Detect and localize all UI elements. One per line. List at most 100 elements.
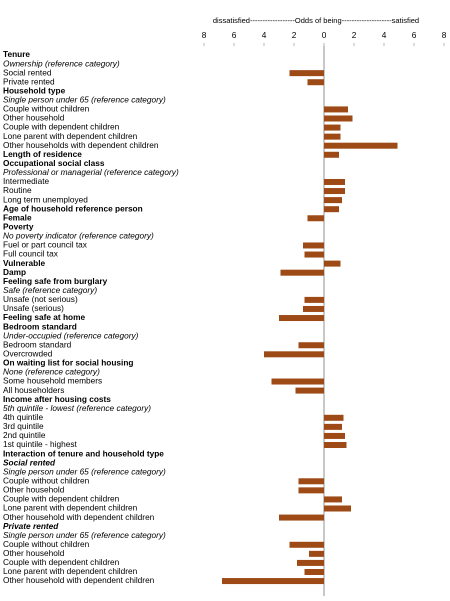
category-label: Length of residence	[3, 149, 82, 159]
category-label: Bedroom standard	[3, 321, 77, 331]
category-label: Couple with dependent children	[3, 557, 120, 567]
category-label: Couple without children	[3, 104, 90, 114]
category-label: Couple without children	[3, 539, 90, 549]
bar	[303, 242, 324, 249]
category-label: Vulnerable	[3, 258, 45, 268]
x-tick-label: 2	[292, 30, 297, 40]
bar	[222, 578, 324, 585]
bar	[324, 178, 345, 185]
x-tick-label: 4	[262, 30, 267, 40]
category-label: On waiting list for social housing	[3, 358, 133, 368]
x-tick-label: 2	[352, 30, 357, 40]
category-label: 3rd quintile	[3, 421, 44, 431]
category-label: Full council tax	[3, 249, 59, 259]
category-label: Social rented	[3, 457, 56, 467]
category-label: Overcrowded	[3, 348, 53, 358]
bar	[307, 79, 324, 86]
x-tick-label: 8	[202, 30, 207, 40]
category-label: Feeling safe from burglary	[3, 276, 108, 286]
category-label: None (reference category)	[3, 367, 100, 377]
bar	[307, 215, 324, 222]
category-label: Other household with dependent children	[3, 575, 155, 585]
category-label: Ownership (reference category)	[3, 58, 120, 68]
chart-title: dissatisfied------------------Odds of be…	[213, 16, 419, 25]
category-label: 1st quintile - highest	[3, 439, 77, 449]
category-label: Routine	[3, 185, 32, 195]
category-label: Safe (reference category)	[3, 285, 97, 295]
bar	[289, 541, 324, 548]
category-label: Private rented	[3, 521, 59, 531]
category-label: Tenure	[3, 49, 30, 59]
category-label: Other household with dependent children	[3, 512, 155, 522]
category-label: All householders	[3, 385, 64, 395]
x-tick-label: 0	[322, 30, 327, 40]
category-label: Fuel or part council tax	[3, 240, 88, 250]
bar	[279, 514, 324, 521]
category-label: Private rented	[3, 76, 55, 86]
category-label: Lone parent with dependent children	[3, 503, 138, 513]
bar	[309, 550, 324, 557]
category-label: Social rented	[3, 67, 52, 77]
x-tick-label: 6	[412, 30, 417, 40]
category-label: Couple with dependent children	[3, 494, 120, 504]
bar	[324, 124, 341, 131]
category-label: Unsafe (serious)	[3, 303, 64, 313]
bar	[324, 496, 342, 503]
category-label: Single person under 65 (reference catego…	[3, 95, 166, 105]
bar	[324, 151, 339, 158]
category-label: 2nd quintile	[3, 430, 46, 440]
x-tick-label: 6	[232, 30, 237, 40]
category-label: No poverty indicator (reference category…	[3, 231, 154, 241]
bar	[271, 378, 324, 385]
category-label: 5th quintile - lowest (reference categor…	[3, 403, 151, 413]
category-label: Age of household reference person	[3, 203, 143, 213]
bar	[324, 142, 398, 149]
bar	[280, 269, 324, 276]
bar	[324, 106, 348, 113]
category-label: Damp	[3, 267, 26, 277]
category-label: Other household	[3, 113, 65, 123]
category-label: Intermediate	[3, 176, 50, 186]
category-label: Other household	[3, 548, 65, 558]
bar	[324, 206, 339, 213]
category-label: Professional or managerial (reference ca…	[3, 167, 179, 177]
bar	[324, 432, 345, 439]
bar	[304, 568, 324, 575]
bar	[324, 133, 341, 140]
category-label: Occupational social class	[3, 158, 105, 168]
bar	[304, 251, 324, 258]
category-label: Poverty	[3, 222, 34, 232]
bar	[298, 342, 324, 349]
bar	[304, 296, 324, 303]
category-label: Single person under 65 (reference catego…	[3, 530, 166, 540]
category-label: Female	[3, 212, 32, 222]
category-label: Lone parent with dependent children	[3, 131, 138, 141]
bar	[324, 423, 342, 430]
category-label: Some household members	[3, 376, 102, 386]
bar	[324, 505, 351, 512]
bar	[279, 315, 324, 322]
category-label: Under-occupied (reference category)	[3, 330, 139, 340]
bar	[324, 115, 353, 122]
bar	[303, 305, 324, 312]
x-tick-label: 4	[382, 30, 387, 40]
category-label: Unsafe (not serious)	[3, 294, 78, 304]
bar	[289, 70, 324, 77]
bar	[264, 351, 324, 358]
category-label: 4th quintile	[3, 412, 44, 422]
category-label: Feeling safe at home	[3, 312, 85, 322]
category-label: Couple without children	[3, 475, 90, 485]
bar	[295, 387, 324, 394]
bar	[324, 442, 347, 449]
bar	[298, 487, 324, 494]
bar	[324, 188, 345, 195]
bar	[298, 478, 324, 485]
bar	[324, 414, 344, 421]
category-label: Other household	[3, 485, 65, 495]
category-label: Income after housing costs	[3, 394, 111, 404]
category-label: Household type	[3, 85, 66, 95]
bar	[297, 559, 324, 566]
category-label: Couple with dependent children	[3, 122, 120, 132]
category-label: Lone parent with dependent children	[3, 566, 138, 576]
